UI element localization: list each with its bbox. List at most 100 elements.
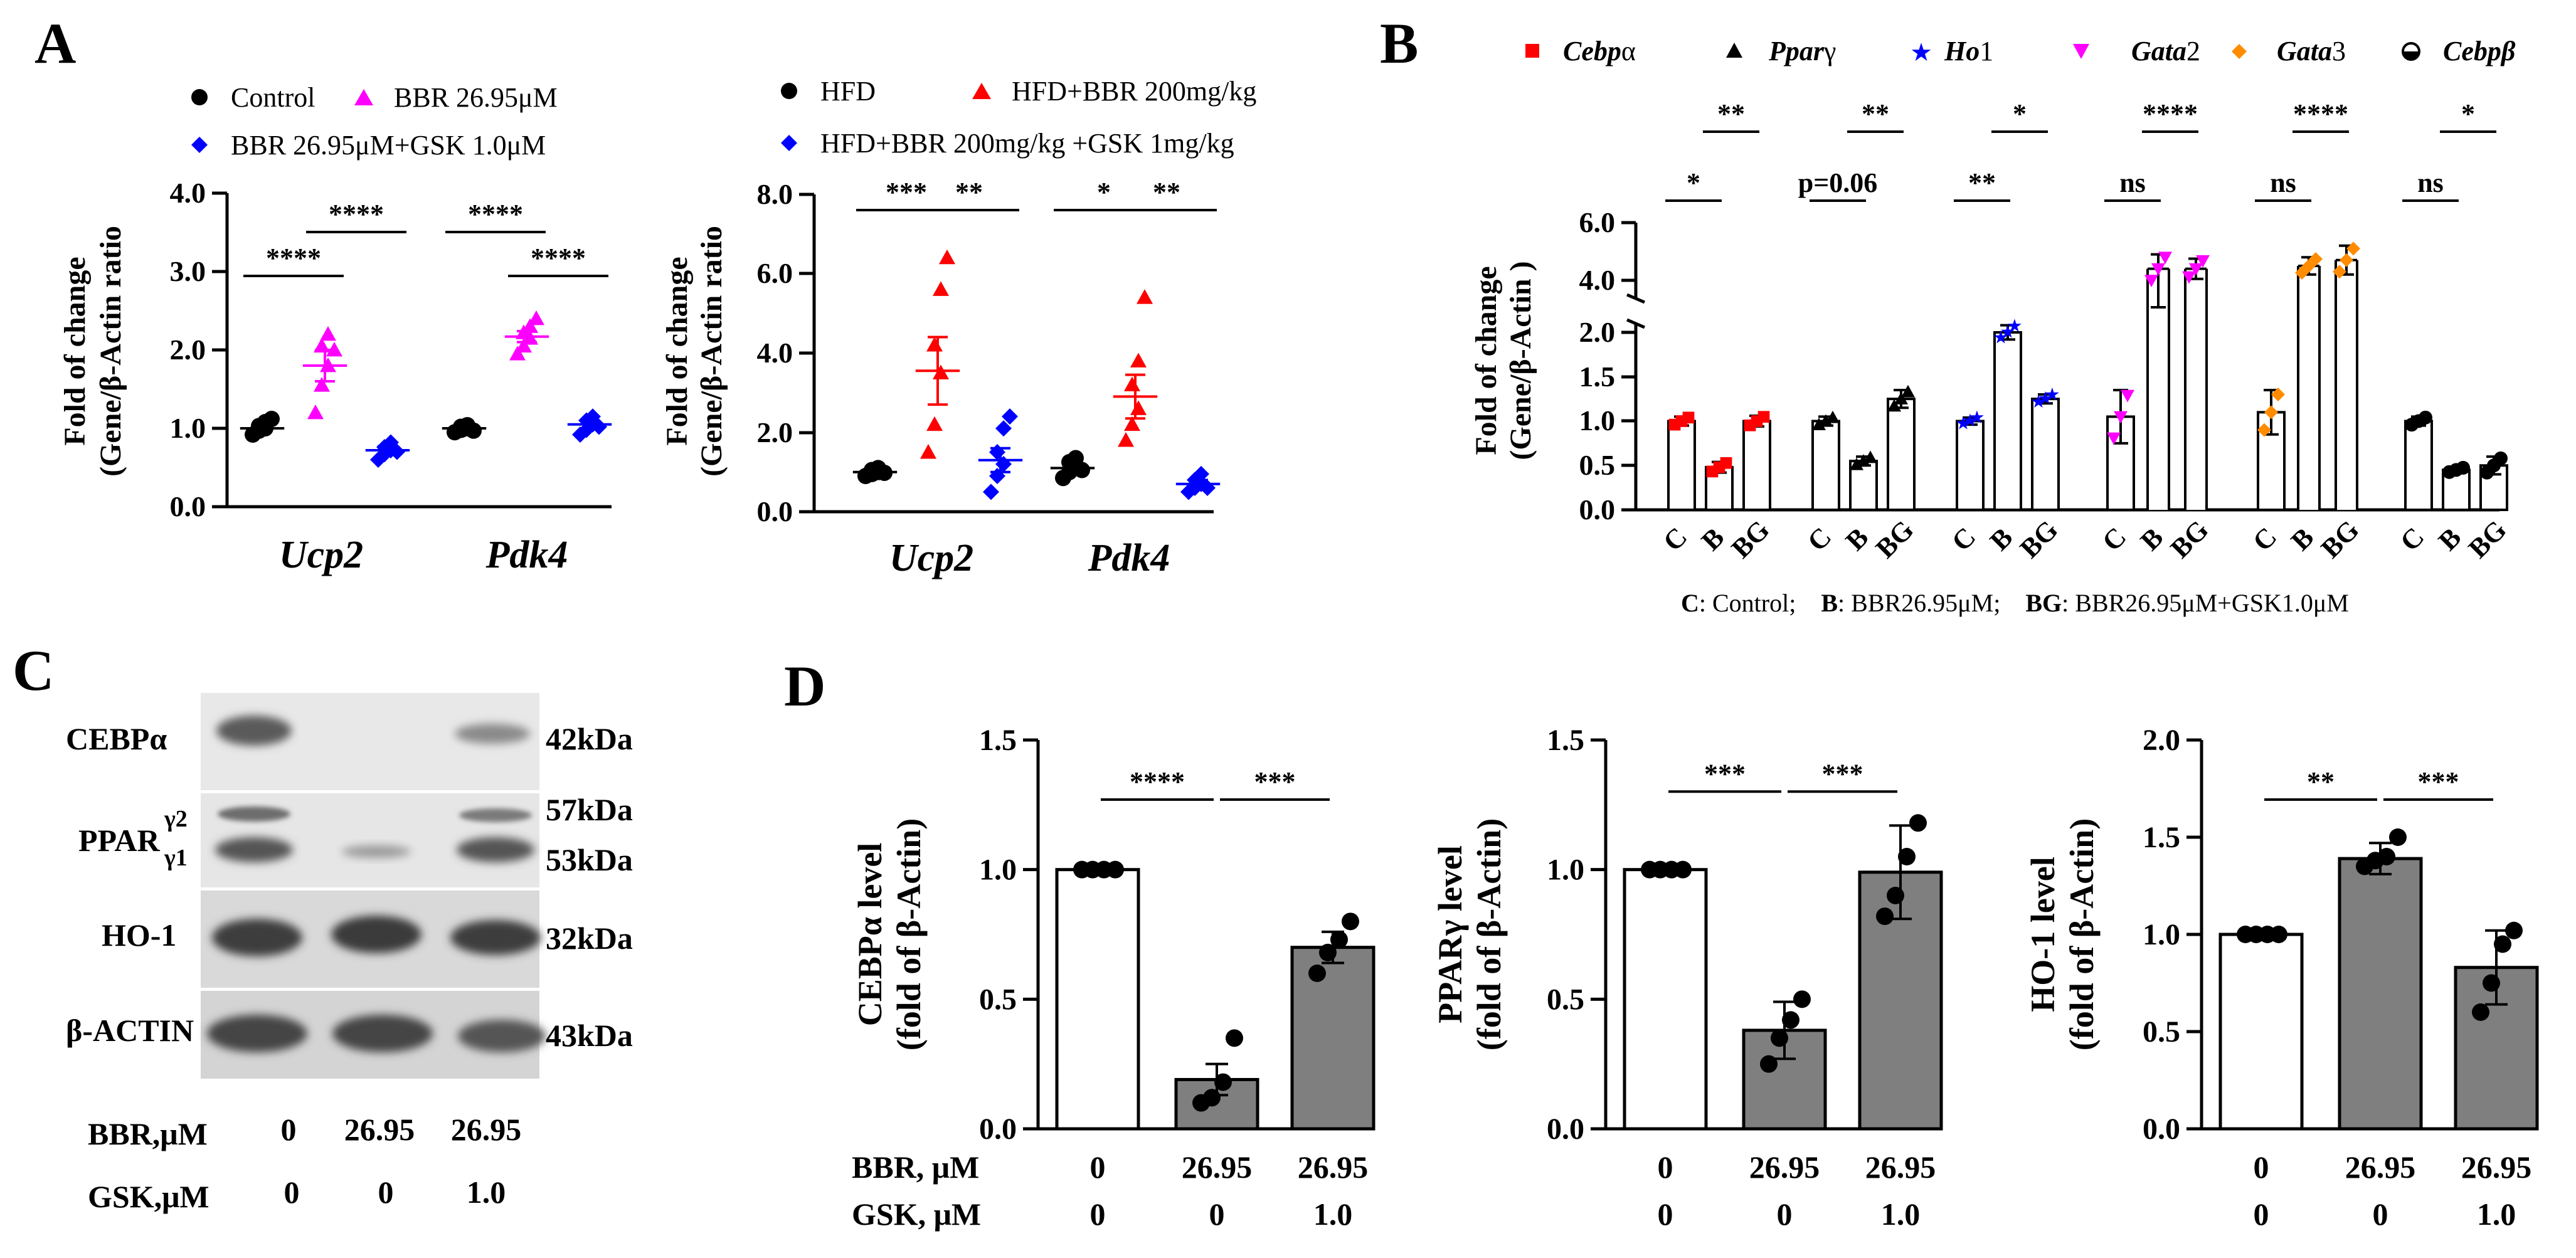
- blot-band: [218, 806, 290, 822]
- y-tick-label: 0.0: [979, 1113, 1017, 1146]
- bar: [1993, 331, 2022, 511]
- legend-rest: γ: [1823, 36, 1836, 66]
- data-point: [2114, 411, 2128, 424]
- significance-label: ****: [531, 243, 586, 273]
- b-ytick-label: 4.0: [1579, 264, 1616, 296]
- x-tick-label: C: [2096, 521, 2132, 557]
- data-point: [1319, 943, 1337, 961]
- d3-y-label-line2: (fold of β-Actin): [2063, 818, 2101, 1050]
- data-point: [2494, 935, 2511, 953]
- legend-marker-pparg: [1726, 43, 1742, 58]
- legend-marker-cebpa: [1525, 44, 1539, 58]
- bar: [1290, 946, 1375, 1131]
- bar: [1956, 420, 1985, 511]
- data-point: [320, 326, 336, 341]
- x-tick-label: B: [1984, 522, 2018, 556]
- chart-a2: HFD HFD+BBR 200mg/kg HFD+BBR 200mg/kg +G…: [660, 76, 1256, 579]
- data-point: [983, 484, 999, 500]
- blot-kda-actin: 43kDa: [546, 1018, 633, 1053]
- data-point: [1857, 454, 1870, 467]
- chart-a1: Control BBR 26.95μM BBR 26.95μM+GSK 1.0μ…: [58, 82, 612, 576]
- legend-marker-hfd-bbr: [972, 83, 991, 99]
- chart-d2: 0.0 0.5 1.0 1.5 PPARγ level (fold of β-Actin)…: [1431, 724, 1943, 1232]
- legend-rest: 2: [2186, 36, 2200, 66]
- y-tick-label: 1.5: [1547, 724, 1584, 757]
- significance-label: **: [955, 177, 983, 208]
- x-tick-label-gsk: 1.0: [1881, 1197, 1921, 1232]
- legend-marker-bbr: [354, 89, 373, 105]
- b-ytick-label: 1.0: [1579, 404, 1616, 436]
- x-tick-label: B: [1840, 522, 1874, 556]
- data-point: [1819, 414, 1833, 427]
- x-tick-label-bbr: 0: [2254, 1150, 2269, 1185]
- x-tick-label-gsk: 0: [1658, 1197, 1673, 1232]
- data-point: [1876, 907, 1894, 926]
- legend-italic: Cebp: [1563, 36, 1621, 66]
- b-ytick-label: 0.0: [1579, 494, 1616, 526]
- data-point: ★: [2044, 386, 2060, 405]
- significance-label: ***: [886, 177, 927, 208]
- legend-rest: α: [1621, 36, 1636, 66]
- blot-band: [450, 920, 541, 955]
- blot-gsk-value: 1.0: [467, 1175, 506, 1210]
- x-tick-label: B: [2134, 522, 2169, 556]
- chart-d1: 0.0 0.5 1.0 1.5 CEBPα level (fold of β-Actin)…: [851, 724, 1375, 1232]
- data-point: [2494, 451, 2508, 465]
- legend-marker-gata2: [2073, 44, 2089, 59]
- blot-label-ppar-sup: γ2: [164, 806, 188, 832]
- a2-ytick-label: 0.0: [757, 495, 793, 527]
- data-point: [516, 337, 532, 353]
- data-point: [1130, 352, 1147, 367]
- legend-label-bbr-gsk: BBR 26.95μM+GSK 1.0μM: [231, 130, 546, 161]
- significance-label: *: [1097, 177, 1111, 208]
- significance-bottom-label: *: [1687, 167, 1700, 198]
- data-point: [522, 318, 538, 333]
- b-footnote-bg-text: : BBR26.95μM+GSK1.0μM: [2062, 589, 2349, 617]
- data-point: [307, 404, 324, 420]
- data-point: [2472, 1003, 2489, 1021]
- a1-data-marks: **** **** **** ****: [240, 199, 612, 468]
- significance-bottom-label: ns: [2270, 167, 2296, 198]
- a2-ytick-label: 6.0: [757, 257, 793, 289]
- a2-ytick-label: 8.0: [757, 178, 793, 210]
- legend-marker-control: [191, 89, 208, 105]
- d3-y-label-line1: HO-1 level: [2024, 857, 2062, 1012]
- significance-label: ****: [1130, 766, 1185, 797]
- y-tick-label: 1.5: [2143, 821, 2180, 854]
- x-tick-label-gsk: 1.0: [2477, 1197, 2516, 1232]
- blot-band: [342, 845, 411, 858]
- data-point: [1898, 848, 1916, 865]
- significance-label: ****: [329, 199, 384, 230]
- x-tick-label: BG: [1870, 514, 1920, 564]
- blot-band: [332, 1015, 433, 1052]
- data-point: [2270, 926, 2287, 943]
- data-point: [2151, 263, 2165, 276]
- y-tick-label: 0.5: [2143, 1015, 2180, 1049]
- data-point: [1850, 457, 1863, 470]
- x-tick-label: BG: [2315, 514, 2365, 564]
- a1-y-label-line2: (Gene/β-Actin ratio: [94, 226, 127, 477]
- blot-label-ppar-sub: γ1: [164, 845, 188, 871]
- data-point: [2419, 410, 2432, 425]
- bar: [2031, 398, 2060, 511]
- a2-y-ticks: 8.0 6.0 4.0 2.0 0.0: [757, 178, 814, 527]
- bar: [2186, 270, 2205, 510]
- blot-band: [207, 1015, 307, 1052]
- data-point: [2302, 259, 2316, 273]
- legend-italic: Ho: [1944, 36, 1980, 66]
- legend-marker-gata3: [2232, 44, 2247, 59]
- x-tick-label: B: [1695, 522, 1730, 556]
- y-tick-label: 1.5: [979, 724, 1017, 757]
- significance-bottom-label: ns: [2417, 167, 2444, 198]
- y-tick-label: 0.0: [1547, 1113, 1584, 1146]
- blot-gsk-value: 0: [378, 1175, 394, 1210]
- x-tick-label-gsk: 0: [2254, 1197, 2269, 1232]
- data-point: [1130, 400, 1147, 415]
- significance-top-label: **: [1862, 98, 1889, 129]
- data-point: [1193, 465, 1209, 482]
- d1-y-label-line1: CEBPα level: [851, 843, 889, 1027]
- a1-ytick-label: 4.0: [170, 177, 206, 209]
- data-point: [2189, 263, 2203, 276]
- legend-label-gata2: Gata2: [2131, 36, 2200, 66]
